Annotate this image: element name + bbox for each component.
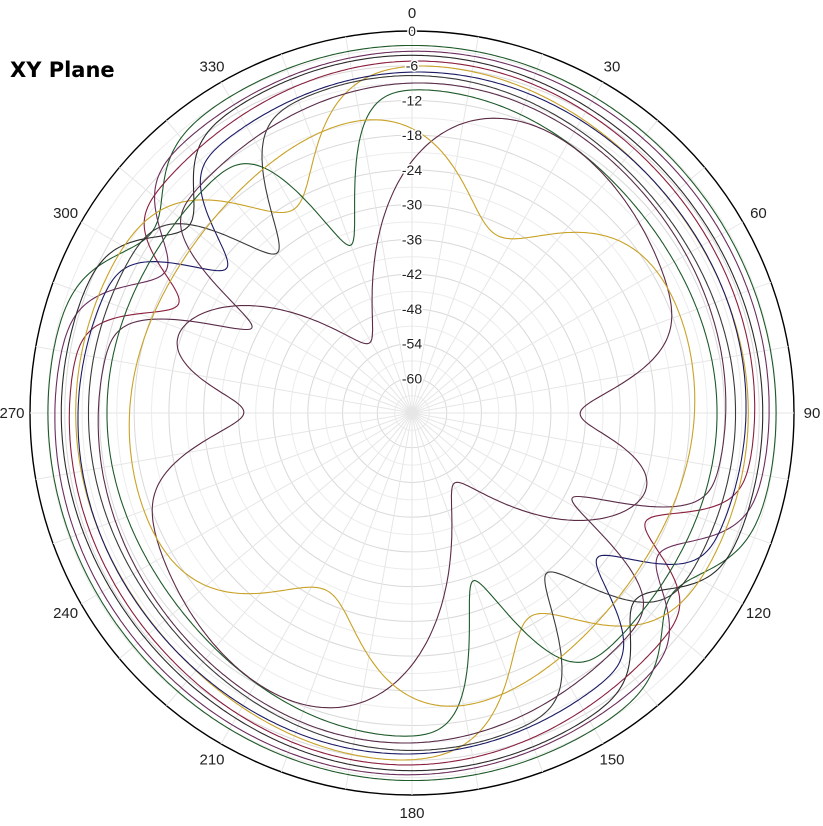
grid-spoke [411,412,604,745]
grid-spoke [280,412,413,773]
grid-spoke [411,221,744,414]
series-line [97,82,727,744]
series-line [60,54,764,772]
radial-tick-label: -24 [402,162,422,178]
radial-tick-label: -18 [402,127,422,143]
angle-tick-label: 30 [604,59,621,76]
grid-spoke [52,281,413,414]
radial-tick-label: -42 [402,266,422,282]
grid-spoke [166,412,413,706]
chart-title: XY Plane [10,58,115,82]
grid-spoke [119,167,413,414]
angle-tick-label: 240 [53,605,78,622]
radial-tick-label: -12 [402,92,422,108]
series-line [151,117,673,709]
grid-spoke [411,120,658,414]
angle-tick-label: 180 [399,805,424,822]
angle-tick-label: 150 [599,751,624,768]
series-line [68,60,756,766]
angle-tick-labels: 0 30 60 90 120 150 180 210 240 270 300 330 [0,5,820,822]
grid-spoke [411,36,479,414]
grid-spoke [411,412,772,545]
grid-spoke [220,412,413,745]
grid-spoke [280,53,413,414]
series-line [47,44,777,782]
angle-tick-label: 300 [53,205,78,222]
radial-tick-label: -54 [402,336,422,352]
radial-tick-label: -48 [402,301,422,317]
radial-tick-label: -6 [406,58,419,74]
radial-tick-label: 0 [408,23,416,39]
grid-spoke [411,81,604,414]
grid-spoke [411,412,789,480]
angle-tick-label: 90 [804,405,821,422]
radial-tick-labels: 0 -6 -12 -18 -24 -30 -36 -42 -48 -54 -60 [400,22,423,388]
grid-spoke [80,412,413,605]
angle-tick-label: 60 [750,205,767,222]
angle-tick-label: 210 [199,751,224,768]
series-layer [47,44,777,782]
grid-spoke [411,412,705,659]
grid-spoke [220,81,413,414]
angle-spokes [30,31,794,795]
grid-spoke [411,53,544,414]
grid-spoke [166,120,413,414]
radial-tick-label: -60 [402,370,422,386]
angle-tick-label: 120 [746,605,771,622]
series-line [106,89,718,737]
series-line [87,75,737,751]
angle-tick-label: 0 [408,5,416,22]
grid-spoke [35,346,413,414]
angle-tick-label: 270 [0,405,25,422]
angle-tick-label: 330 [199,59,224,76]
grid-spoke [411,281,772,414]
series-line [128,119,696,707]
grid-spoke [35,412,413,480]
grid-spoke [52,412,413,545]
radial-tick-label: -30 [402,197,422,213]
grid-spoke [411,412,544,773]
grid-spoke [345,412,413,790]
grid-spoke [345,36,413,414]
series-line [54,50,770,776]
grid-spoke [411,346,789,414]
radial-tick-label: -36 [402,231,422,247]
grid-spoke [411,412,658,706]
grid-spoke [411,412,479,790]
